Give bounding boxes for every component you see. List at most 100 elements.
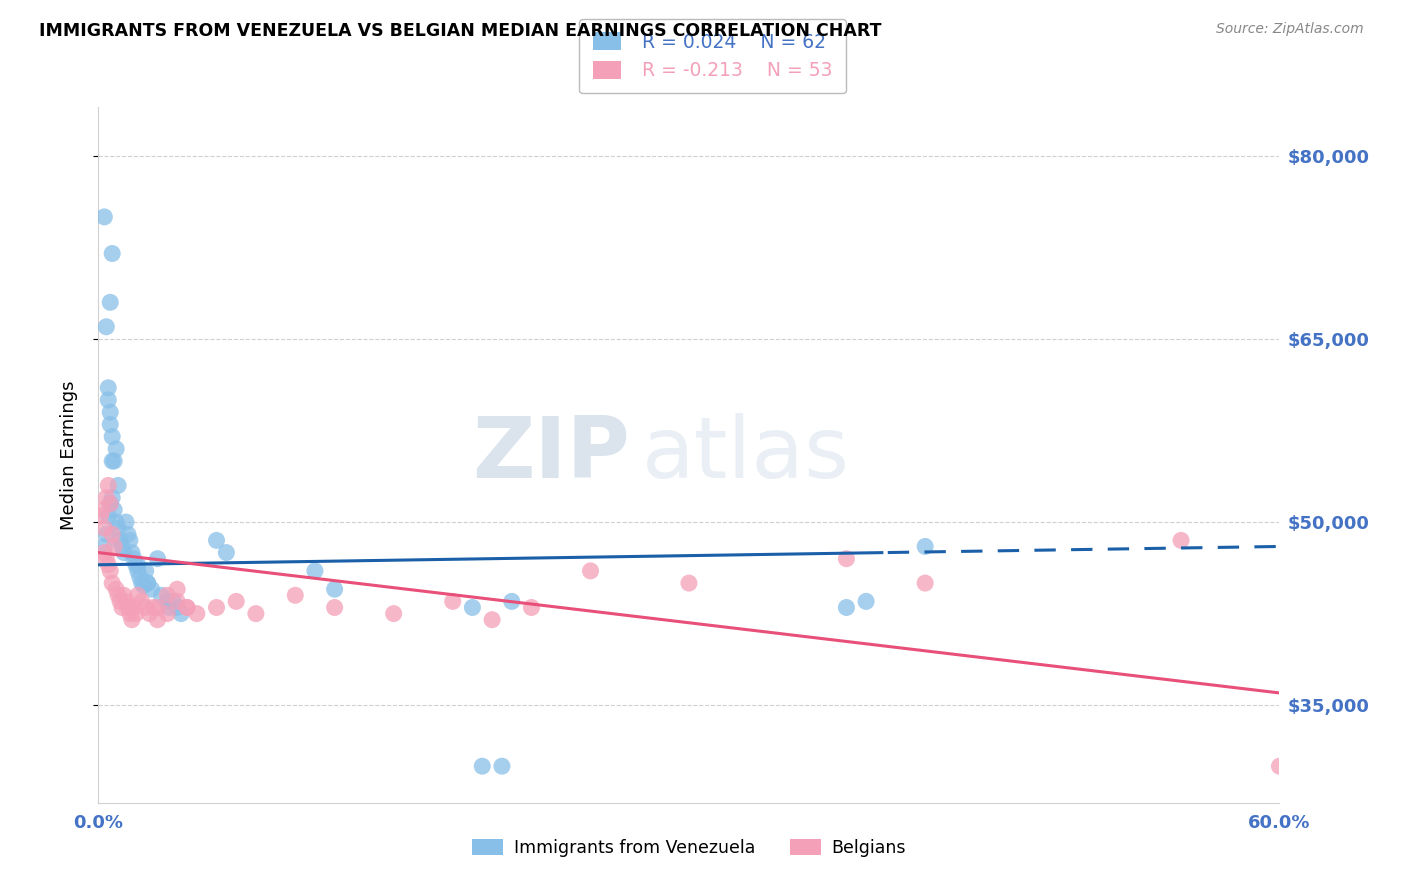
- Point: [98, 405, 121, 419]
- Point: [121, 613, 143, 627]
- Point: [136, 576, 159, 591]
- Point: [101, 429, 124, 443]
- Point: [135, 564, 157, 578]
- Point: [112, 545, 135, 559]
- Point: [491, 759, 513, 773]
- Point: [98, 497, 121, 511]
- Point: [101, 491, 124, 505]
- Point: [136, 576, 159, 591]
- Point: [304, 564, 326, 578]
- Point: [107, 588, 129, 602]
- Point: [118, 607, 141, 621]
- Point: [125, 607, 148, 621]
- Point: [117, 527, 139, 541]
- Point: [205, 533, 228, 548]
- Point: [97, 558, 120, 572]
- Point: [835, 600, 858, 615]
- Point: [142, 600, 165, 615]
- Point: [122, 551, 145, 566]
- Point: [98, 497, 121, 511]
- Point: [150, 588, 173, 602]
- Point: [97, 392, 120, 407]
- Point: [441, 594, 464, 608]
- Point: [157, 600, 180, 615]
- Point: [131, 594, 153, 608]
- Point: [855, 594, 877, 608]
- Point: [128, 570, 150, 584]
- Point: [101, 454, 124, 468]
- Point: [225, 594, 247, 608]
- Point: [156, 588, 179, 602]
- Point: [115, 515, 138, 529]
- Point: [162, 594, 184, 608]
- Point: [103, 503, 125, 517]
- Point: [111, 540, 134, 554]
- Point: [678, 576, 700, 591]
- Point: [1170, 533, 1192, 548]
- Point: [156, 607, 179, 621]
- Point: [108, 594, 131, 608]
- Point: [323, 582, 346, 597]
- Point: [284, 588, 307, 602]
- Point: [215, 545, 238, 559]
- Point: [245, 607, 267, 621]
- Point: [166, 582, 188, 597]
- Point: [93, 540, 115, 554]
- Point: [97, 478, 120, 492]
- Point: [105, 582, 128, 597]
- Y-axis label: Median Earnings: Median Earnings: [59, 380, 77, 530]
- Text: ZIP: ZIP: [472, 413, 630, 497]
- Point: [107, 521, 129, 535]
- Point: [146, 600, 169, 615]
- Point: [176, 600, 198, 615]
- Point: [115, 594, 138, 608]
- Text: atlas: atlas: [641, 413, 849, 497]
- Point: [131, 576, 153, 591]
- Point: [132, 578, 155, 592]
- Point: [117, 600, 139, 615]
- Point: [96, 551, 118, 566]
- Point: [127, 588, 149, 602]
- Point: [835, 551, 858, 566]
- Point: [146, 613, 169, 627]
- Point: [93, 210, 115, 224]
- Point: [105, 442, 128, 456]
- Point: [205, 600, 228, 615]
- Point: [156, 594, 179, 608]
- Point: [98, 417, 121, 432]
- Point: [481, 613, 503, 627]
- Point: [121, 545, 143, 559]
- Point: [111, 600, 134, 615]
- Text: IMMIGRANTS FROM VENEZUELA VS BELGIAN MEDIAN EARNINGS CORRELATION CHART: IMMIGRANTS FROM VENEZUELA VS BELGIAN MED…: [39, 22, 882, 40]
- Point: [96, 527, 118, 541]
- Point: [138, 607, 160, 621]
- Point: [101, 246, 124, 260]
- Point: [96, 491, 118, 505]
- Point: [122, 600, 145, 615]
- Point: [501, 594, 523, 608]
- Point: [170, 607, 193, 621]
- Point: [127, 564, 149, 578]
- Point: [146, 551, 169, 566]
- Point: [461, 600, 484, 615]
- Point: [103, 540, 125, 554]
- Point: [103, 454, 125, 468]
- Point: [471, 759, 494, 773]
- Point: [91, 503, 114, 517]
- Point: [118, 533, 141, 548]
- Point: [93, 545, 115, 559]
- Point: [1268, 759, 1291, 773]
- Point: [105, 515, 128, 529]
- Point: [176, 600, 198, 615]
- Point: [97, 508, 120, 523]
- Point: [166, 600, 188, 615]
- Point: [323, 600, 346, 615]
- Point: [186, 607, 208, 621]
- Point: [93, 521, 115, 535]
- Point: [520, 600, 543, 615]
- Point: [125, 558, 148, 572]
- Point: [914, 540, 936, 554]
- Point: [914, 576, 936, 591]
- Point: [101, 576, 124, 591]
- Point: [97, 381, 120, 395]
